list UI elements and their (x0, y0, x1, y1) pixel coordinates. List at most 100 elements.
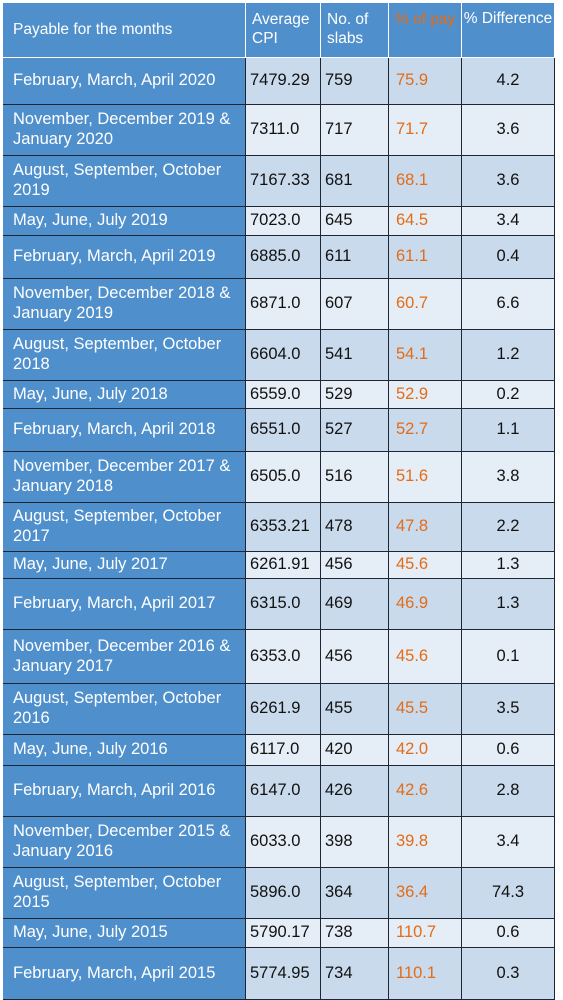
month-cell: August, September, October 2016 (3, 684, 246, 735)
month-cell: November, December 2016 & January 2017 (3, 630, 246, 684)
slabs-cell: 469 (321, 579, 389, 630)
month-cell: February, March, April 2020 (3, 58, 246, 105)
diff-cell: 3.6 (462, 156, 555, 207)
pay-cell: 36.4 (389, 868, 462, 919)
pay-cell: 60.7 (389, 279, 462, 330)
month-cell: August, September, October 2019 (3, 156, 246, 207)
slabs-cell: 364 (321, 868, 389, 919)
pay-cell: 42.0 (389, 735, 462, 766)
diff-cell: 0.2 (462, 381, 555, 409)
pay-cell: 68.1 (389, 156, 462, 207)
header-percent-of-pay: % of pay (389, 3, 462, 58)
pay-cell: 47.8 (389, 503, 462, 552)
diff-cell: 1.1 (462, 409, 555, 452)
diff-cell: 3.8 (462, 452, 555, 503)
pay-cell: 110.1 (389, 948, 462, 1000)
slabs-cell: 420 (321, 735, 389, 766)
pay-cell: 52.9 (389, 381, 462, 409)
cpi-cell: 6261.9 (246, 684, 321, 735)
cpi-cell: 6559.0 (246, 381, 321, 409)
pay-cell: 45.6 (389, 630, 462, 684)
pay-cell: 51.6 (389, 452, 462, 503)
month-cell: August, September, October 2018 (3, 330, 246, 381)
cpi-cell: 7311.0 (246, 105, 321, 156)
pay-cell: 52.7 (389, 409, 462, 452)
diff-cell: 0.3 (462, 948, 555, 1000)
month-cell: February, March, April 2017 (3, 579, 246, 630)
pay-cell: 71.7 (389, 105, 462, 156)
diff-cell: 6.6 (462, 279, 555, 330)
month-cell: November, December 2018 & January 2019 (3, 279, 246, 330)
slabs-cell: 738 (321, 919, 389, 948)
cpi-table: Payable for the months Average CPI No. o… (3, 3, 555, 1000)
slabs-cell: 645 (321, 207, 389, 236)
cpi-cell: 6871.0 (246, 279, 321, 330)
header-no-of-slabs: No. of slabs (321, 3, 389, 58)
cpi-cell: 5790.17 (246, 919, 321, 948)
diff-cell: 0.1 (462, 630, 555, 684)
slabs-cell: 529 (321, 381, 389, 409)
cpi-cell: 6147.0 (246, 766, 321, 817)
slabs-cell: 516 (321, 452, 389, 503)
month-cell: May, June, July 2019 (3, 207, 246, 236)
cpi-cell: 6117.0 (246, 735, 321, 766)
cpi-cell: 5774.95 (246, 948, 321, 1000)
slabs-cell: 717 (321, 105, 389, 156)
month-cell: August, September, October 2017 (3, 503, 246, 552)
cpi-cell: 6353.0 (246, 630, 321, 684)
month-cell: February, March, April 2015 (3, 948, 246, 1000)
cpi-cell: 6885.0 (246, 236, 321, 279)
month-cell: November, December 2015 & January 2016 (3, 817, 246, 868)
pay-cell: 46.9 (389, 579, 462, 630)
cpi-cell: 7479.29 (246, 58, 321, 105)
month-cell: February, March, April 2019 (3, 236, 246, 279)
cpi-cell: 6315.0 (246, 579, 321, 630)
month-cell: May, June, July 2018 (3, 381, 246, 409)
pay-cell: 110.7 (389, 919, 462, 948)
diff-cell: 2.8 (462, 766, 555, 817)
cpi-cell: 6551.0 (246, 409, 321, 452)
pay-cell: 42.6 (389, 766, 462, 817)
slabs-cell: 611 (321, 236, 389, 279)
slabs-cell: 541 (321, 330, 389, 381)
cpi-cell: 6261.91 (246, 552, 321, 579)
cpi-cell: 7023.0 (246, 207, 321, 236)
cpi-cell: 7167.33 (246, 156, 321, 207)
diff-cell: 3.5 (462, 684, 555, 735)
pay-cell: 75.9 (389, 58, 462, 105)
slabs-cell: 456 (321, 630, 389, 684)
diff-cell: 2.2 (462, 503, 555, 552)
diff-cell: 0.4 (462, 236, 555, 279)
month-cell: May, June, July 2016 (3, 735, 246, 766)
diff-cell: 0.6 (462, 919, 555, 948)
slabs-cell: 426 (321, 766, 389, 817)
month-cell: February, March, April 2016 (3, 766, 246, 817)
slabs-cell: 734 (321, 948, 389, 1000)
diff-cell: 3.4 (462, 817, 555, 868)
diff-cell: 3.4 (462, 207, 555, 236)
pay-cell: 61.1 (389, 236, 462, 279)
header-months: Payable for the months (3, 3, 246, 58)
pay-cell: 64.5 (389, 207, 462, 236)
slabs-cell: 478 (321, 503, 389, 552)
slabs-cell: 607 (321, 279, 389, 330)
diff-cell: 1.2 (462, 330, 555, 381)
pay-cell: 45.6 (389, 552, 462, 579)
month-cell: May, June, July 2015 (3, 919, 246, 948)
diff-cell: 1.3 (462, 552, 555, 579)
slabs-cell: 455 (321, 684, 389, 735)
diff-cell: 3.6 (462, 105, 555, 156)
header-average-cpi: Average CPI (246, 3, 321, 58)
slabs-cell: 456 (321, 552, 389, 579)
cpi-cell: 6505.0 (246, 452, 321, 503)
diff-cell: 0.6 (462, 735, 555, 766)
slabs-cell: 681 (321, 156, 389, 207)
diff-cell: 4.2 (462, 58, 555, 105)
cpi-cell: 6604.0 (246, 330, 321, 381)
month-cell: February, March, April 2018 (3, 409, 246, 452)
month-cell: August, September, October 2015 (3, 868, 246, 919)
slabs-cell: 398 (321, 817, 389, 868)
cpi-cell: 6033.0 (246, 817, 321, 868)
pay-cell: 39.8 (389, 817, 462, 868)
pay-cell: 45.5 (389, 684, 462, 735)
